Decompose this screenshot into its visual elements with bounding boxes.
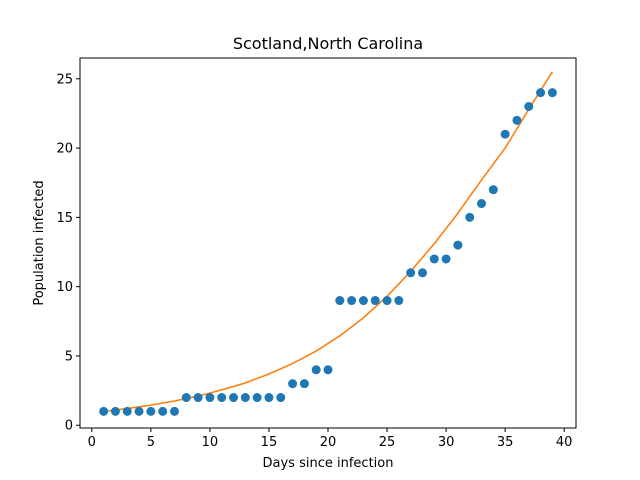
x-tick-label: 30 bbox=[438, 435, 455, 450]
data-point bbox=[370, 296, 380, 306]
data-point bbox=[276, 393, 286, 403]
data-point bbox=[323, 365, 333, 375]
data-point bbox=[229, 393, 239, 403]
data-point bbox=[429, 254, 439, 264]
x-axis: 0 5 10 15 20 25 30 35 40 bbox=[88, 428, 573, 450]
x-tick-label: 35 bbox=[497, 435, 514, 450]
data-point bbox=[252, 393, 262, 403]
data-point bbox=[524, 102, 534, 111]
data-point bbox=[500, 129, 510, 139]
data-point bbox=[477, 199, 487, 209]
y-tick-label: 0 bbox=[65, 419, 73, 434]
data-point bbox=[158, 406, 168, 416]
x-tick-label: 10 bbox=[202, 435, 219, 450]
data-point bbox=[465, 212, 475, 222]
fit-curve bbox=[103, 71, 554, 413]
data-point bbox=[134, 406, 144, 416]
chart-title: Scotland,North Carolina bbox=[233, 34, 423, 53]
y-axis: 0 5 10 15 20 25 bbox=[56, 72, 80, 434]
data-points-layer bbox=[99, 88, 557, 416]
data-point bbox=[394, 296, 404, 306]
y-tick-label: 20 bbox=[56, 142, 73, 157]
data-point bbox=[406, 268, 416, 278]
data-point bbox=[382, 296, 392, 306]
data-point bbox=[193, 393, 203, 403]
data-point bbox=[110, 406, 120, 416]
data-point bbox=[536, 88, 546, 98]
data-point bbox=[512, 115, 522, 125]
data-point bbox=[205, 393, 215, 403]
x-tick-label: 25 bbox=[379, 435, 396, 450]
data-point bbox=[299, 379, 309, 389]
data-point bbox=[441, 254, 451, 264]
data-point bbox=[169, 406, 179, 416]
x-tick-label: 20 bbox=[320, 435, 337, 450]
data-point bbox=[240, 393, 250, 403]
data-point bbox=[181, 393, 191, 403]
data-point bbox=[99, 406, 109, 416]
y-tick-label: 25 bbox=[56, 72, 73, 87]
data-point bbox=[358, 296, 368, 306]
data-point bbox=[547, 88, 557, 98]
data-point bbox=[488, 185, 498, 195]
fit-curve-layer bbox=[103, 71, 554, 413]
data-point bbox=[453, 240, 463, 250]
x-tick-label: 15 bbox=[261, 435, 278, 450]
x-tick-label: 5 bbox=[147, 435, 155, 450]
data-point bbox=[264, 393, 274, 403]
data-point bbox=[122, 406, 132, 416]
x-tick-label: 40 bbox=[556, 435, 573, 450]
data-point bbox=[335, 296, 345, 306]
data-point bbox=[146, 406, 156, 416]
data-point bbox=[217, 393, 227, 403]
data-point bbox=[288, 379, 298, 389]
y-tick-label: 10 bbox=[56, 280, 73, 295]
x-axis-label: Days since infection bbox=[263, 456, 394, 471]
y-tick-label: 5 bbox=[65, 349, 73, 364]
x-tick-label: 0 bbox=[88, 435, 96, 450]
data-point bbox=[347, 296, 357, 306]
y-axis-label: Population infected bbox=[32, 180, 47, 305]
data-point bbox=[417, 268, 427, 278]
y-tick-label: 15 bbox=[56, 211, 73, 226]
data-point bbox=[311, 365, 321, 375]
